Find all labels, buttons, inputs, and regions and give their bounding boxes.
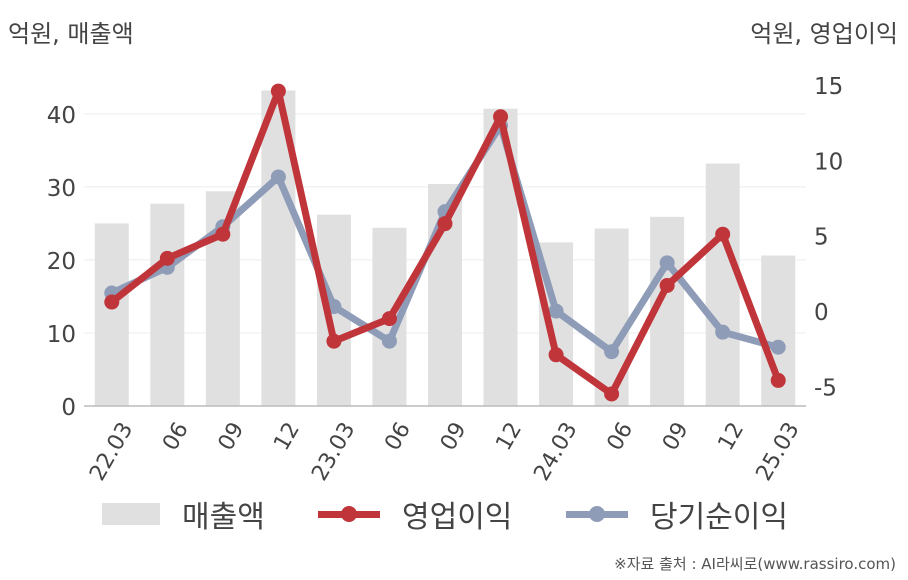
point-operating-profit — [715, 226, 731, 242]
left-tick-label: 0 — [61, 395, 76, 421]
left-tick-label: 10 — [47, 322, 76, 348]
x-tick-label: 06 — [158, 418, 194, 455]
point-net-income — [270, 169, 286, 185]
x-tick-label: 09 — [436, 418, 472, 455]
point-operating-profit — [270, 83, 286, 99]
point-operating-profit — [159, 250, 175, 266]
point-operating-profit — [437, 216, 453, 232]
right-tick-label: 10 — [814, 149, 843, 175]
point-net-income — [770, 339, 786, 355]
x-tick-label: 22.03 — [85, 418, 138, 485]
point-operating-profit — [215, 226, 231, 242]
point-operating-profit — [493, 109, 509, 125]
right-axis-unit: 억원, 영업이익 — [750, 20, 898, 48]
point-operating-profit — [659, 277, 675, 293]
left-tick-label: 20 — [47, 249, 76, 275]
point-net-income — [715, 324, 731, 340]
left-tick-label: 30 — [47, 176, 76, 202]
legend-label-operating-profit: 영업이익 — [402, 500, 513, 535]
point-operating-profit — [326, 333, 342, 349]
x-tick-label: 12 — [269, 418, 305, 455]
point-operating-profit — [604, 386, 620, 402]
point-operating-profit — [381, 311, 397, 327]
point-operating-profit — [770, 372, 786, 388]
right-tick-label: 15 — [814, 74, 843, 100]
point-net-income — [548, 303, 564, 319]
legend-swatch-operating-profit — [318, 503, 380, 525]
left-tick-label: 40 — [47, 103, 76, 129]
legend-item-sales: 매출액 — [102, 492, 265, 536]
point-operating-profit — [104, 294, 120, 310]
legend-item-operating-profit: 영업이익 — [318, 492, 512, 536]
bar-sales — [150, 203, 185, 406]
source-credit: ※자료 출처 : AI라씨로(www.rassiro.com) — [614, 555, 896, 573]
legend-swatch-sales — [102, 503, 160, 525]
left-axis-unit: 억원, 매출액 — [8, 20, 134, 48]
x-tick-label: 12 — [491, 418, 527, 455]
bar-sales — [705, 163, 740, 406]
bar-sales — [94, 223, 129, 406]
point-net-income — [381, 333, 397, 349]
right-tick-label: 5 — [814, 225, 829, 251]
point-operating-profit — [548, 347, 564, 363]
legend-label-net-income: 당기순이익 — [650, 500, 788, 535]
x-tick-label: 24.03 — [529, 418, 582, 485]
x-tick-label: 12 — [714, 418, 750, 455]
point-net-income — [604, 344, 620, 360]
x-tick-label: 09 — [214, 418, 250, 455]
right-tick-label: 0 — [814, 300, 829, 326]
legend-label-sales: 매출액 — [182, 500, 265, 535]
bar-sales — [594, 228, 629, 406]
legend-swatch-net-income — [566, 503, 628, 525]
legend: 매출액 영업이익 당기순이익 — [0, 492, 908, 536]
legend-item-net-income: 당기순이익 — [566, 492, 788, 536]
x-tick-label: 06 — [380, 418, 416, 455]
x-tick-label: 06 — [602, 418, 638, 455]
right-tick-label: -5 — [814, 375, 837, 401]
x-tick-label: 23.03 — [307, 418, 360, 485]
point-net-income — [659, 255, 675, 271]
x-tick-label: 25.03 — [752, 418, 805, 485]
x-tick-label: 09 — [658, 418, 694, 455]
